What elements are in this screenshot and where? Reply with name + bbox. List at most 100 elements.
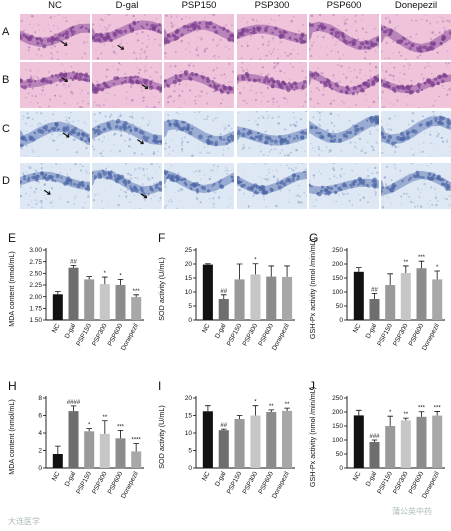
y-tick-label: 2.75	[29, 259, 42, 266]
error-bar	[55, 292, 61, 295]
bar-nc	[53, 454, 63, 468]
x-category-label: NC	[352, 322, 363, 334]
micrograph-c-nc	[20, 111, 90, 157]
error-bar	[55, 446, 61, 454]
error-bar	[253, 264, 259, 275]
micrograph-a-nc	[20, 14, 90, 60]
y-tick-label: 0	[339, 465, 343, 472]
bar-psp300	[401, 420, 411, 468]
error-bar	[284, 408, 290, 411]
bar-donepezil	[282, 277, 292, 320]
micrograph-a-psp150	[164, 14, 234, 60]
bar-donepezil	[432, 279, 442, 320]
column-header-donepezil: Donepezil	[381, 0, 451, 14]
y-axis-label: SOD activity (U/mL)	[157, 257, 166, 321]
error-bar	[237, 416, 243, 420]
error-bar	[221, 429, 227, 430]
x-category-label: D-gal	[64, 322, 78, 340]
error-bar	[372, 440, 378, 442]
significance-marker: ####	[67, 400, 81, 406]
bar-psp150	[84, 431, 94, 468]
bar-psp150	[385, 426, 395, 468]
significance-marker: ****	[131, 438, 141, 444]
significance-marker: ***	[418, 255, 426, 261]
micrograph-a-psp300	[237, 14, 307, 60]
significance-marker: ##	[371, 287, 378, 293]
y-tick-label: 250	[332, 247, 343, 254]
y-tick-label: 0	[188, 465, 192, 472]
significance-marker: *	[119, 273, 122, 279]
error-bar	[372, 293, 378, 299]
panel-letter: E	[8, 231, 16, 245]
micrograph-b-d-gal	[92, 62, 162, 108]
bar-d-gal	[69, 268, 79, 320]
bar-psp150	[84, 279, 94, 320]
bar-psp150	[385, 285, 395, 320]
micrograph-d-psp150	[164, 163, 234, 209]
row-label-d: D	[2, 175, 10, 187]
error-bar	[356, 410, 362, 415]
bar-psp600	[266, 277, 276, 320]
x-category-label: D-gal	[365, 470, 379, 488]
error-bar	[284, 266, 290, 277]
bar-psp600	[417, 417, 427, 468]
error-bar	[71, 265, 77, 267]
error-bar	[434, 411, 440, 415]
bar-nc	[203, 411, 213, 468]
micrograph-c-d-gal	[92, 111, 162, 157]
error-bar	[387, 416, 393, 426]
row-label-a: A	[2, 26, 9, 38]
significance-marker: *	[104, 271, 107, 277]
bar-nc	[354, 272, 364, 320]
error-bar	[205, 406, 211, 412]
y-tick-label: 50	[336, 303, 344, 310]
y-axis-label: GSH-Px activity (nmol /min/mL)	[308, 239, 317, 339]
x-category-label: NC	[51, 322, 62, 334]
y-tick-label: 8	[38, 395, 42, 402]
significance-marker: **	[285, 402, 290, 408]
error-bar	[268, 410, 274, 412]
significance-marker: ***	[434, 405, 442, 411]
y-tick-label: 200	[332, 409, 343, 416]
bar-psp600	[116, 285, 126, 320]
micrograph-b-psp150	[164, 62, 234, 108]
bar-d-gal	[370, 442, 380, 468]
y-tick-label: 2.50	[29, 271, 42, 278]
significance-marker: *	[389, 410, 392, 416]
y-axis-label: MDA content (nmol/mL)	[7, 251, 16, 327]
error-bar	[86, 277, 92, 280]
bar-donepezil	[131, 451, 141, 468]
bar-d-gal	[370, 299, 380, 320]
y-tick-label: 100	[332, 437, 343, 444]
error-bar	[268, 266, 274, 277]
error-bar	[387, 274, 393, 285]
y-tick-label: 2.25	[29, 282, 42, 289]
x-category-label: D-gal	[365, 322, 379, 340]
y-tick-label: 150	[332, 275, 343, 282]
micrograph-d-d-gal	[92, 163, 162, 209]
micrograph-b-nc	[20, 62, 90, 108]
column-header-nc: NC	[20, 0, 90, 14]
significance-marker: *	[254, 258, 257, 264]
y-tick-label: 0	[188, 317, 192, 324]
column-header-psp300: PSP300	[237, 0, 307, 14]
error-bar	[86, 429, 92, 432]
y-tick-label: 150	[332, 423, 343, 430]
bar-psp600	[417, 268, 427, 320]
y-tick-label: 6	[38, 413, 42, 420]
micrograph-c-psp300	[237, 111, 307, 157]
error-bar	[419, 261, 425, 268]
error-bar	[237, 264, 243, 279]
panel-letter: F	[158, 231, 165, 245]
y-axis-label: SOD activity (U/mL)	[157, 405, 166, 469]
bar-donepezil	[432, 416, 442, 468]
significance-marker: *	[88, 423, 91, 429]
micrograph-b-psp600	[309, 62, 379, 108]
significance-marker: ***	[418, 406, 426, 412]
